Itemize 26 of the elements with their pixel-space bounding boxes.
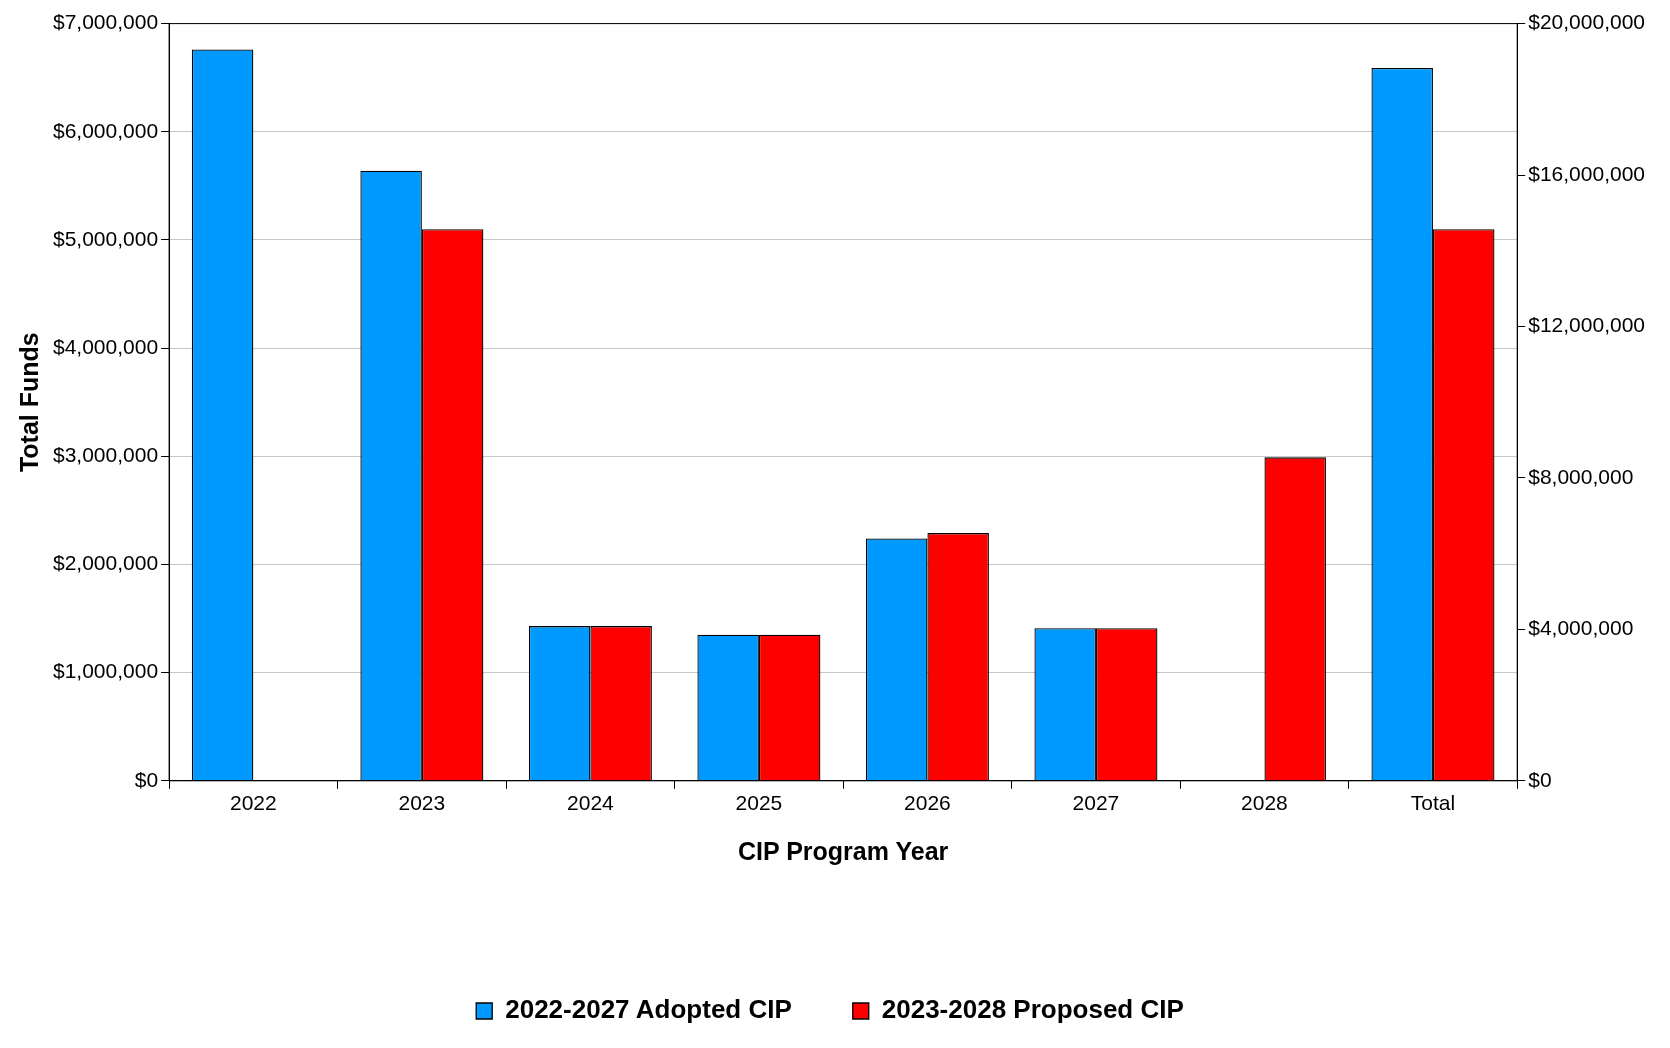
- x-tick-label: 2024: [567, 791, 615, 815]
- y2-tick-label: $0: [1528, 767, 1552, 791]
- y-axis-title: Total Funds: [14, 332, 43, 473]
- legend-label: 2022-2027 Adopted CIP: [505, 994, 792, 1025]
- y-tick-label: $7,000,000: [52, 10, 159, 34]
- y-tick-label: $6,000,000: [52, 118, 159, 142]
- x-tick-label: 2027: [1072, 791, 1120, 815]
- y2-tick-label: $12,000,000: [1528, 313, 1646, 337]
- x-axis-title: CIP Program Year: [738, 836, 949, 865]
- x-tick-label: 2028: [1241, 791, 1288, 815]
- y-tick-label: $1,000,000: [52, 659, 159, 683]
- y-tick-label: $2,000,000: [52, 551, 159, 575]
- x-tick-label: 2023: [398, 791, 446, 815]
- x-tick-label: 2022: [230, 791, 277, 815]
- y-tick-label: $3,000,000: [52, 443, 159, 467]
- y2-tick-label: $16,000,000: [1528, 161, 1646, 185]
- y2-tick-label: $20,000,000: [1528, 10, 1646, 34]
- y2-tick-label: $4,000,000: [1528, 616, 1634, 640]
- x-tick-label: 2026: [904, 791, 951, 815]
- y2-tick-label: $8,000,000: [1528, 464, 1634, 488]
- y-tick-label: $0: [134, 767, 159, 791]
- y-tick-label: $4,000,000: [52, 334, 159, 358]
- x-tick-label: 2025: [735, 791, 783, 815]
- legend-label: 2023-2028 Proposed CIP: [881, 994, 1184, 1025]
- x-tick-label: Total: [1410, 791, 1456, 815]
- y-tick-label: $5,000,000: [52, 226, 159, 250]
